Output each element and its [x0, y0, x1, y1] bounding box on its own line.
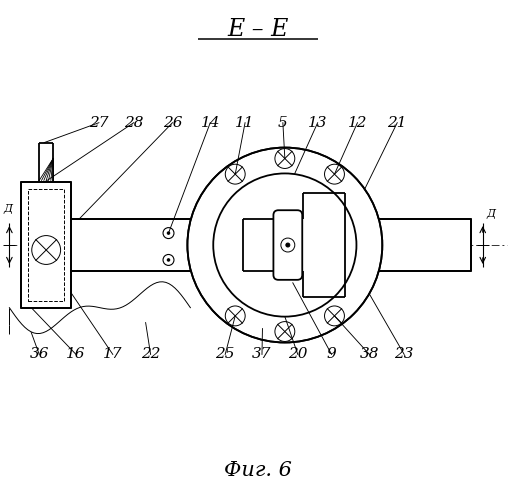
Text: 14: 14 [201, 116, 220, 130]
Text: 37: 37 [252, 348, 272, 362]
Circle shape [325, 306, 344, 326]
Text: 12: 12 [348, 116, 367, 130]
Circle shape [325, 164, 344, 184]
Text: 16: 16 [66, 348, 86, 362]
Circle shape [167, 258, 170, 261]
Text: 36: 36 [29, 348, 49, 362]
Text: 22: 22 [141, 348, 160, 362]
Bar [28, 190, 64, 300]
Text: 23: 23 [394, 348, 414, 362]
Text: Д: Д [4, 204, 13, 214]
Text: Д: Д [487, 209, 496, 219]
Circle shape [275, 322, 295, 342]
Text: 38: 38 [360, 348, 379, 362]
Circle shape [275, 148, 295, 169]
Text: 17: 17 [103, 348, 123, 362]
Circle shape [225, 306, 245, 326]
Bar [21, 182, 71, 308]
Text: E – E: E – E [228, 18, 288, 40]
Text: Фиг. 6: Фиг. 6 [224, 462, 292, 480]
Text: 26: 26 [163, 116, 182, 130]
Text: 5: 5 [278, 116, 288, 130]
Circle shape [286, 243, 290, 247]
Circle shape [281, 238, 295, 252]
Circle shape [187, 148, 382, 342]
Circle shape [163, 228, 174, 238]
Circle shape [32, 236, 60, 264]
Bar [69, 219, 471, 271]
Text: 27: 27 [89, 116, 109, 130]
Circle shape [163, 254, 174, 266]
Text: 13: 13 [308, 116, 328, 130]
Text: 9: 9 [327, 348, 336, 362]
Text: 28: 28 [124, 116, 143, 130]
Text: 11: 11 [235, 116, 255, 130]
Text: 20: 20 [288, 348, 308, 362]
Text: 21: 21 [388, 116, 407, 130]
Circle shape [167, 232, 170, 234]
Text: 25: 25 [216, 348, 235, 362]
FancyBboxPatch shape [273, 210, 302, 280]
Circle shape [225, 164, 245, 184]
